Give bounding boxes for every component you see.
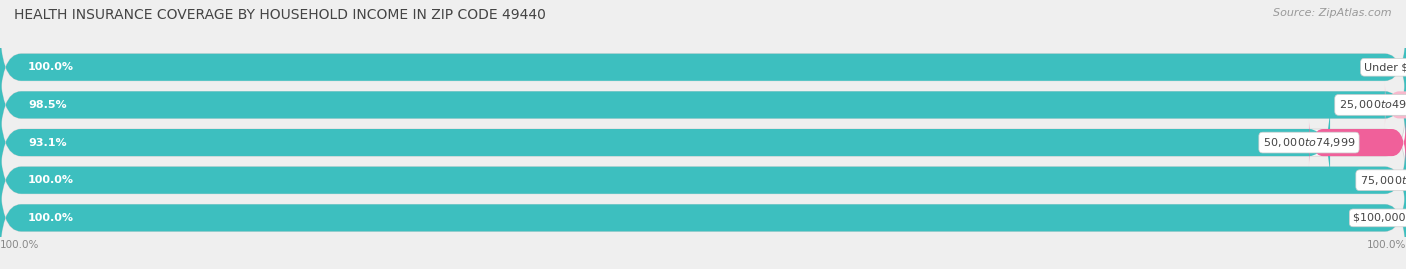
FancyBboxPatch shape [0,62,1406,148]
Text: 100.0%: 100.0% [28,175,75,185]
Text: 100.0%: 100.0% [28,62,75,72]
Text: 100.0%: 100.0% [1367,240,1406,250]
Text: $50,000 to $74,999: $50,000 to $74,999 [1263,136,1355,149]
Text: 93.1%: 93.1% [28,137,66,148]
Text: $75,000 to $99,999: $75,000 to $99,999 [1360,174,1406,187]
Text: $25,000 to $49,999: $25,000 to $49,999 [1339,98,1406,111]
FancyBboxPatch shape [1385,81,1406,129]
Text: 100.0%: 100.0% [28,213,75,223]
FancyBboxPatch shape [0,175,1406,261]
FancyBboxPatch shape [0,24,1406,110]
FancyBboxPatch shape [0,137,1406,223]
FancyBboxPatch shape [0,100,1406,186]
FancyBboxPatch shape [0,100,1330,186]
Text: $100,000 and over: $100,000 and over [1353,213,1406,223]
Text: HEALTH INSURANCE COVERAGE BY HOUSEHOLD INCOME IN ZIP CODE 49440: HEALTH INSURANCE COVERAGE BY HOUSEHOLD I… [14,8,546,22]
FancyBboxPatch shape [0,24,1406,110]
Text: Source: ZipAtlas.com: Source: ZipAtlas.com [1274,8,1392,18]
Text: Under $25,000: Under $25,000 [1364,62,1406,72]
FancyBboxPatch shape [1309,118,1406,167]
Text: 100.0%: 100.0% [0,240,39,250]
FancyBboxPatch shape [0,175,1406,261]
FancyBboxPatch shape [0,62,1406,148]
Text: 98.5%: 98.5% [28,100,66,110]
FancyBboxPatch shape [0,137,1406,223]
